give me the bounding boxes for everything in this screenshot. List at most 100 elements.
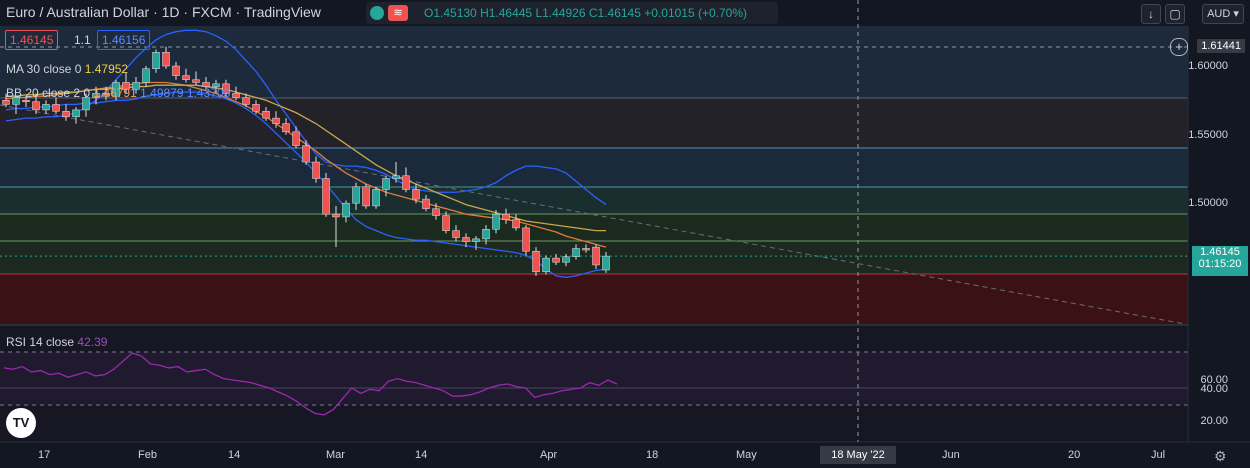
candle-body [222, 83, 230, 94]
candle [492, 210, 500, 234]
candle-body [192, 79, 200, 83]
candle-body [82, 97, 90, 111]
bb-label: BB 20 close 2 0 [6, 86, 91, 100]
bb-legend[interactable]: BB 20 close 2 0 1.46791 1.49879 1.43703 [6, 86, 230, 100]
arrow-down-icon[interactable]: ↓ [1141, 4, 1161, 24]
candle [2, 93, 10, 108]
candle-body [102, 93, 110, 97]
candle [582, 244, 590, 253]
candle [172, 61, 180, 80]
candle-body [2, 100, 10, 105]
candle-body [502, 213, 510, 220]
trendline [0, 104, 1186, 325]
candle-body [362, 186, 370, 207]
currency-label: AUD [1207, 8, 1231, 20]
crosshair-price-label: 1.61441 [1197, 39, 1245, 53]
candle-body [572, 248, 580, 257]
symbol-header[interactable]: Euro / Australian Dollar · 1D · FXCM · T… [6, 4, 321, 20]
buy-button[interactable]: 1.46156 [97, 30, 151, 50]
candle-body [302, 145, 310, 163]
candle [202, 76, 210, 90]
candle [32, 93, 40, 115]
bb-upper-value: 1.49879 [140, 86, 184, 100]
candle-body [232, 93, 240, 98]
fullscreen-icon[interactable]: ▢ [1165, 4, 1185, 24]
candle [422, 194, 430, 212]
settings-gear-icon[interactable]: ⚙ [1214, 448, 1227, 464]
candle [542, 255, 550, 275]
candle-body [292, 131, 300, 146]
rsi-line [3, 352, 618, 416]
candle-body [512, 219, 520, 229]
candle [262, 107, 270, 121]
candle [192, 71, 200, 86]
sell-button[interactable]: 1.46145 [5, 30, 59, 50]
candle-body [432, 208, 440, 216]
candle-body [322, 178, 330, 215]
candle-body [582, 248, 590, 251]
candle-body [392, 175, 400, 179]
candle-body [122, 82, 130, 90]
plus-circle-icon[interactable]: + [1170, 38, 1188, 56]
candle [362, 183, 370, 209]
ma-label: MA 30 close 0 [6, 62, 82, 76]
fib-band [0, 187, 1188, 214]
candle-body [402, 175, 410, 190]
ma-value: 1.47952 [84, 62, 129, 76]
rsi-legend[interactable]: RSI 14 close 42.39 [6, 335, 107, 349]
candle [512, 214, 520, 231]
candle [92, 86, 100, 105]
candle [62, 104, 70, 121]
candle-body [182, 75, 190, 80]
candle-body [492, 213, 500, 230]
candle [102, 86, 110, 101]
candle-body [172, 65, 180, 76]
last-price-label: 1.46145 01:15:20 [1192, 246, 1248, 276]
price-tick: 1.55000 [1188, 129, 1228, 141]
candle [392, 162, 400, 183]
symbol-name: Euro / Australian Dollar [6, 4, 150, 20]
candle [82, 93, 90, 117]
candle-body [92, 93, 100, 98]
candle [112, 79, 120, 101]
candle [482, 225, 490, 245]
candle-body [422, 198, 430, 209]
high-value: H1.46445 [480, 6, 533, 20]
candle [252, 100, 260, 115]
time-tick: Jun [942, 449, 960, 461]
rsi-tick: 40.00 [1200, 383, 1228, 395]
candle-body [562, 256, 570, 263]
candle [442, 211, 450, 234]
candle-body [12, 97, 20, 105]
candle [432, 203, 440, 220]
wave-icon[interactable]: ≋ [388, 5, 408, 21]
candle [522, 225, 530, 256]
price-tick: 1.50000 [1188, 197, 1228, 209]
time-tick: 14 [228, 449, 241, 461]
time-tick: Jul [1151, 449, 1166, 461]
market-status-icon [370, 6, 384, 20]
candle-body [112, 82, 120, 97]
candle [122, 72, 130, 94]
rsi-value: 42.39 [77, 335, 108, 349]
candle [372, 186, 380, 209]
bar-countdown: 01:15:20 [1198, 258, 1242, 270]
candle [52, 97, 60, 115]
candle-body [282, 123, 290, 133]
candle-body [542, 257, 550, 273]
spread-value: 1.1 [74, 33, 91, 47]
ohlc-bar: ≋ [366, 2, 778, 24]
time-tick: May [736, 449, 757, 461]
currency-select[interactable]: AUD ▾ [1202, 4, 1244, 24]
candle [382, 175, 390, 197]
fib-band [0, 98, 1188, 148]
rsi-label: RSI 14 close [6, 335, 75, 349]
ma-legend[interactable]: MA 30 close 0 1.47952 [6, 62, 128, 76]
candle [72, 107, 80, 124]
tradingview-logo[interactable]: TV [6, 408, 36, 438]
candle-body [442, 215, 450, 231]
interval[interactable]: 1D [161, 4, 180, 20]
open-value: O1.45130 [424, 6, 477, 20]
candle [242, 93, 250, 108]
